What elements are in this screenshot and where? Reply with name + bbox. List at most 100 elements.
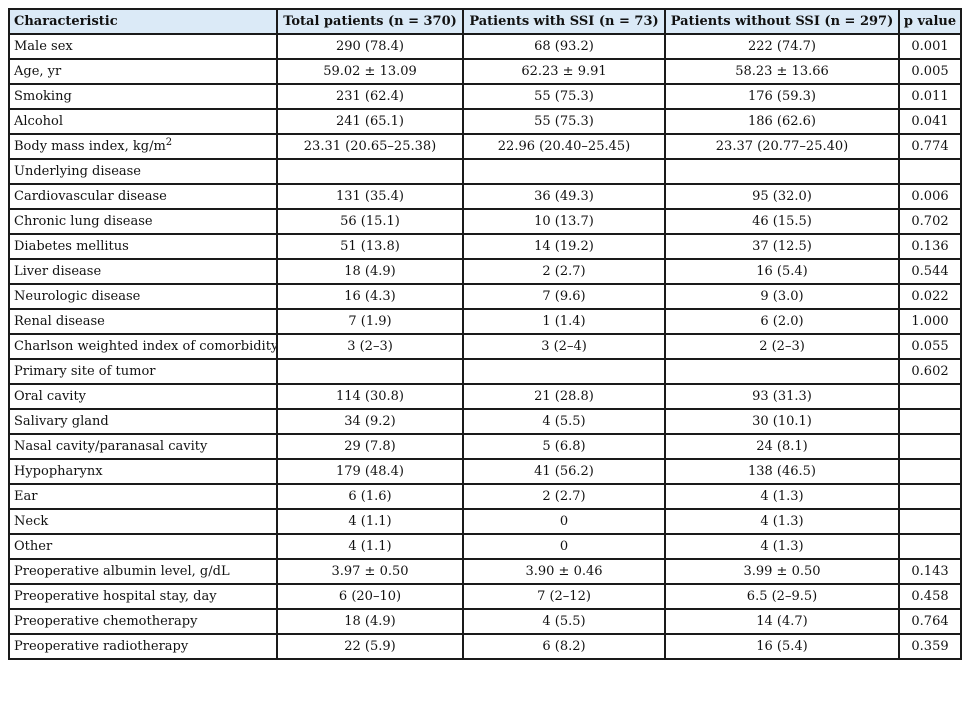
cell-patients-with-ssi: 3.90 ± 0.46 bbox=[462, 558, 666, 585]
cell-p-value: 0.006 bbox=[898, 183, 962, 210]
cell-total-patients bbox=[276, 358, 464, 385]
cell-total-patients: 18 (4.9) bbox=[276, 608, 464, 635]
cell-total-patients: 114 (30.8) bbox=[276, 383, 464, 410]
cell-total-patients: 59.02 ± 13.09 bbox=[276, 58, 464, 85]
cell-characteristic: Other bbox=[8, 533, 278, 560]
characteristic-label: Neurologic disease bbox=[14, 289, 141, 304]
characteristic-label: Preoperative chemotherapy bbox=[14, 614, 198, 629]
cell-p-value: 0.022 bbox=[898, 283, 962, 310]
cell-characteristic: Underlying disease bbox=[8, 158, 278, 185]
table-row: Chronic lung disease 56 (15.1) 10 (13.7) 46… bbox=[8, 208, 962, 235]
cell-p-value: 0.001 bbox=[898, 33, 962, 60]
cell-patients-with-ssi: 0 bbox=[462, 533, 666, 560]
cell-p-value: 0.544 bbox=[898, 258, 962, 285]
characteristic-label: Ear bbox=[14, 489, 38, 504]
cell-p-value bbox=[898, 408, 962, 435]
cell-patients-with-ssi: 2 (2.7) bbox=[462, 483, 666, 510]
cell-p-value: 0.143 bbox=[898, 558, 962, 585]
cell-patients-without-ssi: 9 (3.0) bbox=[664, 283, 900, 310]
characteristic-label: Underlying disease bbox=[14, 164, 142, 179]
cell-patients-without-ssi: 186 (62.6) bbox=[664, 108, 900, 135]
cell-patients-with-ssi: 22.96 (20.40–25.45) bbox=[462, 133, 666, 160]
table-row: Male sex 290 (78.4) 68 (93.2) 222 (74.7) 0.0… bbox=[8, 33, 962, 60]
cell-patients-with-ssi: 55 (75.3) bbox=[462, 83, 666, 110]
cell-total-patients: 241 (65.1) bbox=[276, 108, 464, 135]
cell-p-value bbox=[898, 508, 962, 535]
characteristic-label: Preoperative radiotherapy bbox=[14, 639, 189, 654]
characteristic-label: Liver disease bbox=[14, 264, 102, 279]
cell-patients-with-ssi bbox=[462, 158, 666, 185]
cell-total-patients: 3.97 ± 0.50 bbox=[276, 558, 464, 585]
cell-total-patients: 231 (62.4) bbox=[276, 83, 464, 110]
cell-total-patients: 179 (48.4) bbox=[276, 458, 464, 485]
table-row: Preoperative chemotherapy 18 (4.9) 4 (5.5)… bbox=[8, 608, 962, 635]
cell-patients-with-ssi: 0 bbox=[462, 508, 666, 535]
cell-p-value: 0.359 bbox=[898, 633, 962, 660]
cell-p-value bbox=[898, 383, 962, 410]
cell-patients-without-ssi: 30 (10.1) bbox=[664, 408, 900, 435]
header-patients-without-ssi: Patients without SSI (n = 297) bbox=[664, 8, 900, 35]
patient-characteristics-table: Characteristic Total patients (n = 370) … bbox=[8, 8, 962, 660]
cell-characteristic: Preoperative albumin level, g/dL bbox=[8, 558, 278, 585]
cell-patients-without-ssi: 4 (1.3) bbox=[664, 533, 900, 560]
cell-characteristic: Hypopharynx bbox=[8, 458, 278, 485]
table-row: Charlson weighted index of comorbidity 3 … bbox=[8, 333, 962, 360]
cell-patients-with-ssi: 6 (8.2) bbox=[462, 633, 666, 660]
cell-total-patients: 23.31 (20.65–25.38) bbox=[276, 133, 464, 160]
cell-patients-with-ssi bbox=[462, 358, 666, 385]
cell-characteristic: Cardiovascular disease bbox=[8, 183, 278, 210]
table-row: Renal disease 7 (1.9) 1 (1.4) 6 (2.0) 1.000 bbox=[8, 308, 962, 335]
cell-patients-without-ssi: 176 (59.3) bbox=[664, 83, 900, 110]
cell-total-patients: 4 (1.1) bbox=[276, 508, 464, 535]
table-row: Body mass index, kg/m2 23.31 (20.65–25.38… bbox=[8, 133, 962, 160]
cell-characteristic: Smoking bbox=[8, 83, 278, 110]
cell-p-value bbox=[898, 158, 962, 185]
cell-total-patients: 34 (9.2) bbox=[276, 408, 464, 435]
cell-total-patients: 6 (20–10) bbox=[276, 583, 464, 610]
cell-characteristic: Male sex bbox=[8, 33, 278, 60]
characteristic-label: Cardiovascular disease bbox=[14, 189, 167, 204]
cell-total-patients: 131 (35.4) bbox=[276, 183, 464, 210]
cell-patients-with-ssi: 4 (5.5) bbox=[462, 608, 666, 635]
characteristic-label: Age, yr bbox=[14, 64, 62, 79]
cell-patients-with-ssi: 2 (2.7) bbox=[462, 258, 666, 285]
characteristic-label: Preoperative hospital stay, day bbox=[14, 589, 217, 604]
cell-patients-with-ssi: 55 (75.3) bbox=[462, 108, 666, 135]
characteristic-label: Nasal cavity/paranasal cavity bbox=[14, 439, 208, 454]
cell-characteristic: Neck bbox=[8, 508, 278, 535]
cell-total-patients: 29 (7.8) bbox=[276, 433, 464, 460]
cell-patients-without-ssi: 4 (1.3) bbox=[664, 483, 900, 510]
characteristic-label: Other bbox=[14, 539, 53, 554]
cell-patients-with-ssi: 10 (13.7) bbox=[462, 208, 666, 235]
header-total-patients: Total patients (n = 370) bbox=[276, 8, 464, 35]
cell-total-patients: 3 (2–3) bbox=[276, 333, 464, 360]
cell-patients-with-ssi: 3 (2–4) bbox=[462, 333, 666, 360]
cell-patients-without-ssi: 16 (5.4) bbox=[664, 633, 900, 660]
cell-p-value: 0.764 bbox=[898, 608, 962, 635]
cell-total-patients: 7 (1.9) bbox=[276, 308, 464, 335]
cell-total-patients: 6 (1.6) bbox=[276, 483, 464, 510]
header-row: Characteristic Total patients (n = 370) … bbox=[8, 8, 962, 35]
cell-total-patients: 290 (78.4) bbox=[276, 33, 464, 60]
cell-p-value: 0.458 bbox=[898, 583, 962, 610]
table-container: Characteristic Total patients (n = 370) … bbox=[8, 8, 962, 660]
cell-characteristic: Charlson weighted index of comorbidity bbox=[8, 333, 278, 360]
cell-p-value bbox=[898, 533, 962, 560]
table-row: Primary site of tumor 0.602 bbox=[8, 358, 962, 385]
table-header: Characteristic Total patients (n = 370) … bbox=[8, 8, 962, 35]
table-row: Age, yr 59.02 ± 13.09 62.23 ± 9.91 58.23 ± … bbox=[8, 58, 962, 85]
cell-characteristic: Preoperative radiotherapy bbox=[8, 633, 278, 660]
cell-patients-without-ssi: 23.37 (20.77–25.40) bbox=[664, 133, 900, 160]
table-row: Preoperative albumin level, g/dL 3.97 ± 0… bbox=[8, 558, 962, 585]
table-row: Neck 4 (1.1) 0 4 (1.3) bbox=[8, 508, 962, 535]
cell-patients-with-ssi: 1 (1.4) bbox=[462, 308, 666, 335]
cell-p-value: 0.055 bbox=[898, 333, 962, 360]
characteristic-label: Hypopharynx bbox=[14, 464, 103, 479]
cell-patients-with-ssi: 7 (9.6) bbox=[462, 283, 666, 310]
header-patients-with-ssi: Patients with SSI (n = 73) bbox=[462, 8, 666, 35]
cell-patients-without-ssi: 6.5 (2–9.5) bbox=[664, 583, 900, 610]
unit-superscript: 2 bbox=[165, 137, 173, 148]
cell-characteristic: Preoperative chemotherapy bbox=[8, 608, 278, 635]
cell-patients-without-ssi: 2 (2–3) bbox=[664, 333, 900, 360]
cell-p-value bbox=[898, 433, 962, 460]
